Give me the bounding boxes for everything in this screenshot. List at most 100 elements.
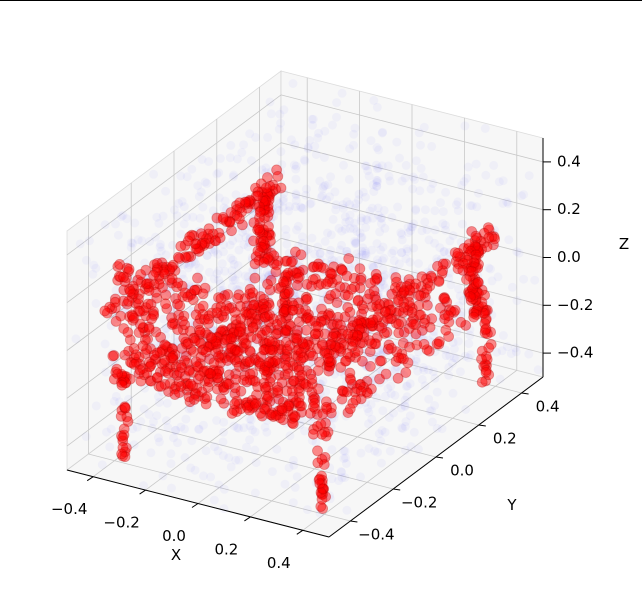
chair-point	[204, 353, 215, 365]
chair-point	[217, 211, 229, 223]
chair-point	[185, 251, 197, 263]
noise-point	[193, 181, 202, 190]
chair-point	[194, 326, 206, 338]
chair-point	[260, 243, 272, 255]
noise-point	[130, 219, 139, 228]
chair-point	[393, 352, 405, 364]
noise-point	[85, 236, 94, 245]
chair-point	[149, 354, 161, 365]
chair-point	[228, 404, 240, 416]
chair-point	[280, 324, 292, 336]
chair-point	[386, 313, 398, 325]
chair-point	[296, 336, 308, 348]
chair-point	[201, 391, 213, 403]
chair-point	[347, 316, 359, 328]
chair-point	[116, 379, 128, 391]
chair-point	[120, 377, 132, 389]
chair-point	[415, 309, 427, 321]
chair-point	[293, 382, 305, 394]
chair-point	[342, 301, 354, 313]
x-tick-mark	[296, 529, 304, 535]
chair-point	[279, 288, 291, 300]
chair-point	[137, 321, 149, 333]
chair-point	[120, 402, 131, 414]
chair-point	[244, 356, 256, 367]
chair-point	[488, 231, 500, 243]
chair-point	[264, 309, 276, 321]
chair-point	[211, 383, 223, 395]
chair-point	[271, 259, 283, 271]
noise-point	[387, 249, 396, 258]
chair-point	[210, 338, 222, 350]
noise-point	[424, 395, 433, 404]
chair-point	[259, 242, 270, 254]
noise-point	[289, 79, 298, 88]
chair-point	[126, 357, 138, 369]
chair-point	[480, 323, 492, 335]
noise-point	[332, 113, 341, 122]
chair-point	[479, 324, 491, 336]
chair-point	[218, 397, 230, 409]
chair-point	[248, 401, 260, 413]
chair-point	[403, 323, 415, 334]
noise-point	[349, 141, 358, 150]
noise-point	[252, 458, 261, 467]
chair-point	[243, 399, 255, 411]
noise-point	[301, 191, 310, 200]
chair-point	[407, 313, 419, 325]
chair-point	[317, 488, 329, 500]
noise-point	[122, 214, 131, 223]
noise-point	[386, 382, 395, 391]
chair-point	[323, 356, 335, 368]
noise-point	[466, 350, 475, 359]
chair-point	[285, 378, 297, 390]
z-tick-label: 0.2	[557, 200, 581, 218]
chair-point	[221, 300, 233, 312]
chair-point	[309, 328, 321, 340]
chair-point	[280, 300, 292, 312]
chair-point	[218, 381, 230, 393]
chair-point	[481, 304, 493, 316]
chair-point	[382, 343, 394, 355]
chair-point	[466, 226, 478, 237]
chair-point	[123, 345, 135, 357]
noise-point	[457, 181, 466, 190]
noise-point	[524, 350, 533, 359]
chair-point	[282, 288, 293, 300]
chair-point	[421, 299, 433, 311]
chair-point	[240, 397, 252, 409]
chair-point	[188, 394, 200, 405]
noise-point	[291, 483, 300, 492]
chair-point	[335, 343, 347, 355]
chair-point	[230, 344, 241, 356]
chair-point	[259, 197, 271, 209]
chair-point	[319, 451, 331, 463]
chair-point	[315, 278, 327, 290]
chair-point	[128, 312, 140, 324]
chair-point	[316, 453, 328, 465]
chair-point	[254, 224, 266, 236]
chair-point	[222, 329, 234, 341]
chair-point	[219, 290, 231, 301]
chair-point	[211, 307, 223, 319]
chair-point	[119, 446, 131, 458]
chair-point	[192, 373, 204, 385]
chair-point	[148, 269, 159, 281]
chair-point	[263, 227, 275, 239]
chair-point	[116, 404, 128, 416]
chair-point	[381, 326, 393, 338]
chair-point	[480, 314, 492, 326]
chair-point	[356, 323, 368, 334]
chair-point	[433, 336, 445, 348]
chair-point	[149, 259, 160, 271]
chair-point	[166, 319, 178, 330]
noise-point	[359, 188, 368, 197]
chair-point	[320, 278, 332, 290]
chair-point	[312, 420, 323, 432]
chair-point	[273, 344, 285, 356]
chair-point	[477, 301, 488, 313]
noise-point	[504, 235, 513, 244]
noise-point	[239, 423, 248, 432]
chair-point	[178, 332, 190, 344]
chair-point	[262, 310, 273, 322]
